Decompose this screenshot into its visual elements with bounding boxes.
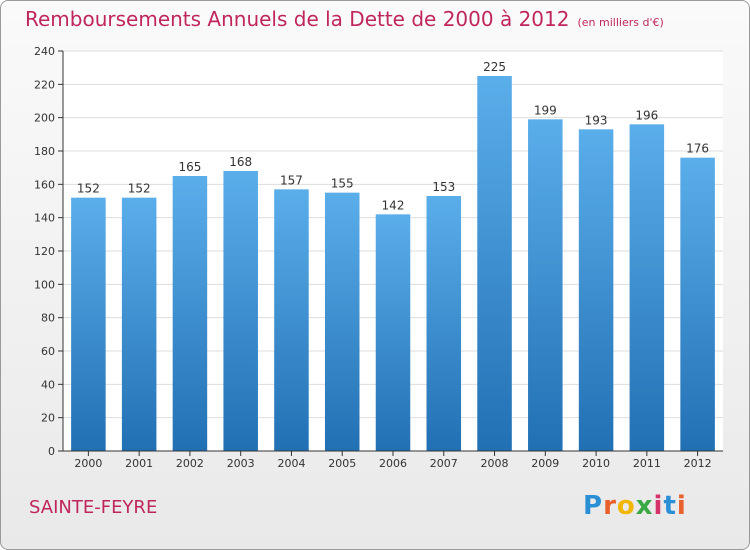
y-tick-label: 160	[34, 178, 55, 191]
bar-2002	[172, 176, 208, 451]
x-tick-label-2012: 2012	[684, 457, 712, 470]
y-tick-label: 80	[41, 312, 55, 325]
bar-2004	[274, 189, 309, 452]
bar-2006	[375, 214, 411, 451]
x-tick-label-2002: 2002	[176, 457, 204, 470]
data-label-2001: 152	[128, 182, 151, 196]
bar-2007	[426, 196, 462, 451]
data-label-2005: 155	[331, 177, 354, 191]
y-tick-label: 0	[48, 445, 55, 458]
data-label-2003: 168	[229, 155, 252, 169]
data-label-2010: 193	[585, 113, 608, 127]
bar-2008	[477, 76, 512, 451]
data-label-2009: 199	[534, 103, 557, 117]
x-tick-label-2009: 2009	[531, 457, 559, 470]
bar-2005	[324, 192, 360, 451]
x-tick-label-2005: 2005	[328, 457, 356, 470]
x-tick-label-2000: 2000	[74, 457, 102, 470]
x-tick-label-2007: 2007	[430, 457, 458, 470]
y-tick-label: 20	[41, 412, 55, 425]
x-tick-label-2001: 2001	[125, 457, 153, 470]
y-tick-label: 220	[34, 78, 55, 91]
chart-unit: (en milliers d'€)	[577, 16, 664, 29]
bar-2000	[71, 197, 106, 451]
data-label-2012: 176	[686, 142, 709, 156]
data-label-2008: 225	[483, 60, 506, 74]
y-tick-label: 240	[34, 45, 55, 58]
y-tick-label: 200	[34, 112, 55, 125]
y-tick-label: 120	[34, 245, 55, 258]
proxiti-logo: Proxiti	[583, 491, 687, 521]
y-tick-label: 100	[34, 278, 55, 291]
chart-title: Remboursements Annuels de la Dette de 20…	[25, 7, 664, 31]
data-label-2011: 196	[635, 108, 658, 122]
x-tick-label-2003: 2003	[227, 457, 255, 470]
bar-2010	[578, 129, 614, 452]
x-tick-label-2004: 2004	[277, 457, 305, 470]
data-label-2006: 142	[382, 198, 405, 212]
data-label-2007: 153	[432, 180, 455, 194]
bar-2001	[121, 197, 157, 451]
x-tick-label-2008: 2008	[481, 457, 509, 470]
bar-2012	[680, 157, 715, 451]
bar-2009	[528, 119, 563, 451]
chart-title-main: Remboursements Annuels de la Dette de 20…	[25, 7, 570, 31]
x-tick-label-2006: 2006	[379, 457, 407, 470]
data-label-2002: 165	[178, 160, 201, 174]
y-tick-label: 180	[34, 145, 55, 158]
x-tick-label-2010: 2010	[582, 457, 610, 470]
y-tick-label: 140	[34, 212, 55, 225]
commune-name: SAINTE-FEYRE	[29, 497, 158, 518]
y-tick-label: 60	[41, 345, 55, 358]
x-tick-label-2011: 2011	[633, 457, 661, 470]
data-label-2004: 157	[280, 173, 303, 187]
bar-2011	[629, 124, 665, 451]
y-tick-label: 40	[41, 378, 55, 391]
bar-2003	[223, 171, 258, 451]
data-label-2000: 152	[77, 182, 100, 196]
